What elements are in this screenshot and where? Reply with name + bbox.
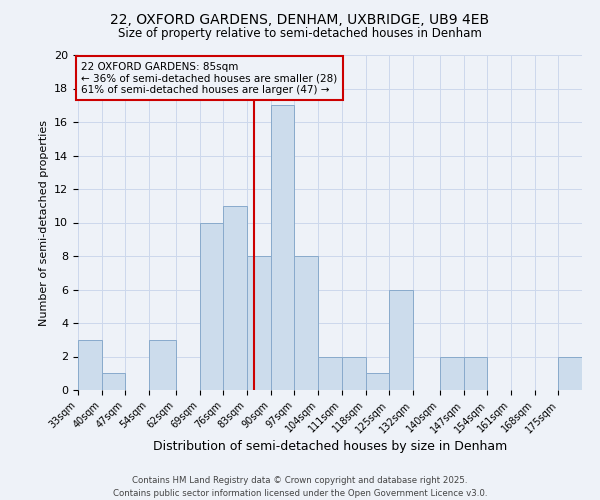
- Bar: [200, 222, 223, 390]
- Bar: [318, 356, 342, 390]
- Bar: [559, 356, 582, 390]
- Text: 22, OXFORD GARDENS, DENHAM, UXBRIDGE, UB9 4EB: 22, OXFORD GARDENS, DENHAM, UXBRIDGE, UB…: [110, 12, 490, 26]
- Bar: [247, 256, 271, 390]
- X-axis label: Distribution of semi-detached houses by size in Denham: Distribution of semi-detached houses by …: [153, 440, 507, 453]
- Y-axis label: Number of semi-detached properties: Number of semi-detached properties: [38, 120, 49, 326]
- Text: Size of property relative to semi-detached houses in Denham: Size of property relative to semi-detach…: [118, 28, 482, 40]
- Text: 22 OXFORD GARDENS: 85sqm
← 36% of semi-detached houses are smaller (28)
61% of s: 22 OXFORD GARDENS: 85sqm ← 36% of semi-d…: [82, 62, 338, 95]
- Bar: [365, 373, 389, 390]
- Text: Contains HM Land Registry data © Crown copyright and database right 2025.
Contai: Contains HM Land Registry data © Crown c…: [113, 476, 487, 498]
- Bar: [440, 356, 464, 390]
- Bar: [342, 356, 365, 390]
- Bar: [389, 290, 413, 390]
- Bar: [464, 356, 487, 390]
- Bar: [78, 340, 101, 390]
- Bar: [223, 206, 247, 390]
- Bar: [101, 373, 125, 390]
- Bar: [271, 106, 295, 390]
- Bar: [295, 256, 318, 390]
- Bar: [149, 340, 176, 390]
